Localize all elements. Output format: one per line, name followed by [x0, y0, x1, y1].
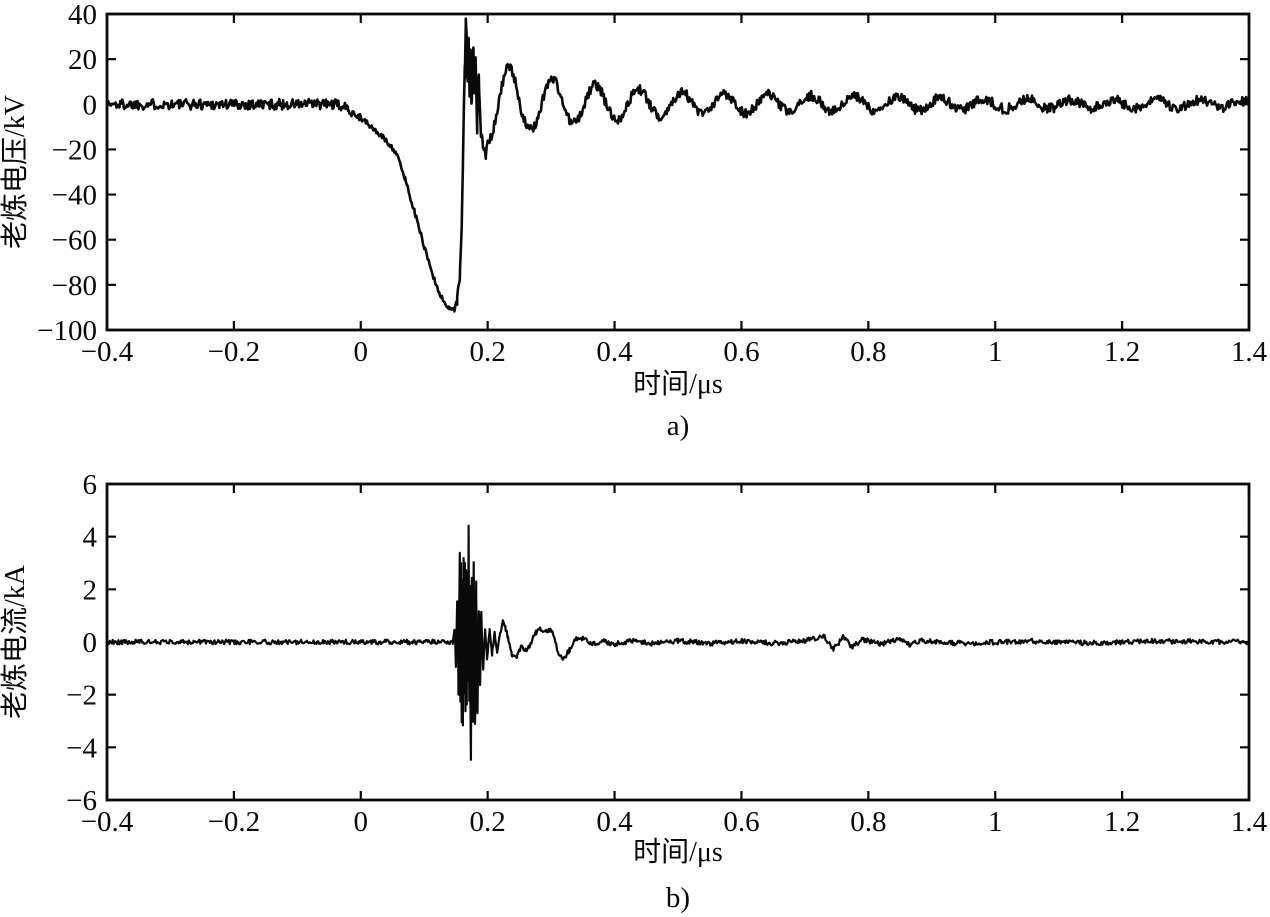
- x-tick-label: −0.2: [208, 806, 261, 838]
- y-tick-label: 4: [83, 522, 98, 554]
- x-tick-label: 1.4: [1231, 806, 1268, 838]
- aging-current-waveform: [105, 524, 1251, 761]
- x-tick-label: 0: [354, 336, 369, 368]
- panel-b-y-axis-label: 老炼电流/kA: [0, 564, 31, 719]
- x-tick-label: 0.2: [470, 806, 506, 838]
- y-tick-label: 2: [83, 574, 98, 606]
- y-tick-label: −60: [52, 225, 97, 257]
- panel-b-x-axis-label: 时间/μs: [633, 836, 723, 868]
- aging-voltage-waveform: [105, 17, 1250, 313]
- y-tick-label: 40: [68, 0, 97, 31]
- y-tick-label: −20: [52, 134, 97, 166]
- y-tick-label: −100: [37, 315, 97, 347]
- x-tick-label: −0.2: [208, 336, 261, 368]
- x-tick-label: 1.4: [1231, 336, 1268, 368]
- plot-frame: [105, 12, 1251, 332]
- x-tick-label: 1: [988, 336, 1003, 368]
- panel-b-sublabel: b): [666, 882, 690, 914]
- x-tick-label: 0.6: [723, 336, 759, 368]
- generated-plot-layer: −0.4 −0.2 0 0.2 0.4 0.6 0.8 1 1.2 1.440200−20−40−…: [37, 0, 1267, 838]
- panel-a-y-axis-label: 老炼电压/kV: [0, 95, 31, 249]
- x-tick-label: 0: [354, 806, 369, 838]
- x-tick-label: 1.2: [1104, 336, 1140, 368]
- x-tick-label: 0.2: [470, 336, 506, 368]
- x-tick-label: 0.4: [596, 806, 633, 838]
- y-tick-label: −4: [66, 732, 97, 764]
- y-tick-label: −40: [52, 180, 97, 212]
- x-tick-label: 1.2: [1104, 806, 1140, 838]
- y-tick-label: 6: [83, 469, 98, 501]
- y-tick-label: −2: [66, 680, 97, 712]
- y-tick-label: −6: [66, 785, 97, 817]
- x-tick-label: 0.8: [850, 336, 886, 368]
- panel-a-sublabel: a): [667, 410, 690, 442]
- x-tick-label: −0.4: [81, 806, 134, 838]
- y-tick-label: −80: [52, 270, 97, 302]
- x-tick-label: 0.4: [596, 336, 633, 368]
- panel-a-x-axis-label: 时间/μs: [633, 368, 723, 400]
- y-tick-label: 0: [83, 627, 98, 659]
- x-tick-label: −0.4: [81, 336, 134, 368]
- x-tick-label: 1: [988, 806, 1003, 838]
- y-tick-label: 20: [68, 44, 97, 76]
- y-tick-label: 0: [83, 89, 98, 121]
- x-tick-label: 0.8: [850, 806, 886, 838]
- x-tick-label: 0.6: [723, 806, 759, 838]
